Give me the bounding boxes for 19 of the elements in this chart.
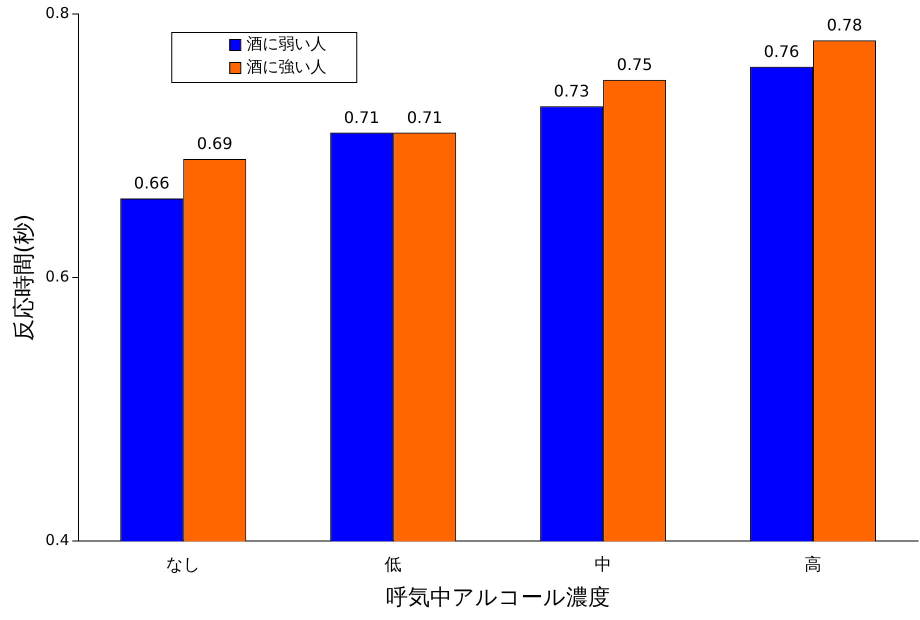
data-label: 0.66 [134,174,170,193]
x-axis-title: 呼気中アルコール濃度 [386,586,610,611]
data-label: 0.75 [616,55,652,74]
data-label: 0.78 [826,16,862,35]
y-tick-label: 0.8 [45,4,70,22]
x-tick-label: 高 [804,554,822,575]
y-tick-label: 0.4 [45,531,70,550]
y-axis-title: 反応時間(秒) [12,214,37,342]
data-label: 0.73 [554,81,590,100]
y-tick-label: 0.6 [45,267,70,286]
x-tick-label: 中 [594,554,612,575]
data-label: 0.71 [344,108,380,127]
legend-label: 酒に強い人 [246,57,326,76]
data-label: 0.69 [196,134,233,154]
x-tick-label: なし [166,554,200,575]
legend-label: 酒に弱い人 [246,34,326,54]
x-tick-label: 低 [384,554,402,575]
data-label: 0.71 [406,108,442,127]
data-label: 0.76 [764,42,800,61]
